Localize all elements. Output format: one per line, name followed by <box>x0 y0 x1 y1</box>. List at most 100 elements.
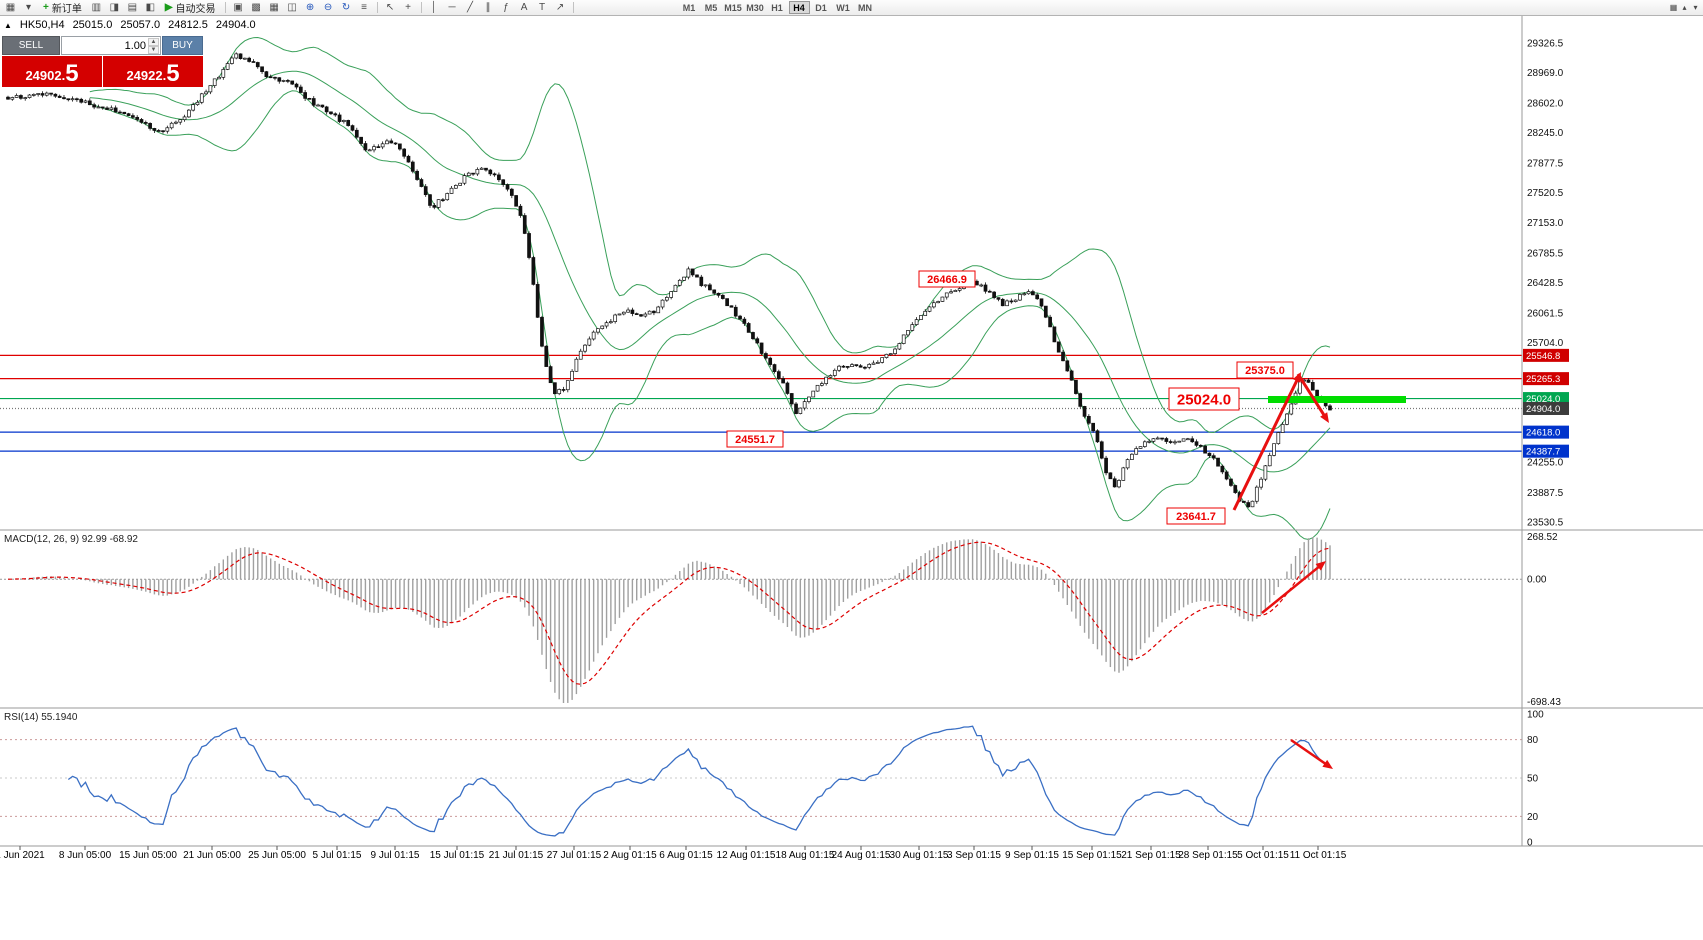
new-order-button[interactable]: + 新订单 <box>38 1 87 15</box>
price-axis: 29326.5 28969.0 28602.0 28245.0 27877.5 27520… <box>1523 39 1569 529</box>
autotrading-button-label: 自动交易 <box>175 4 216 15</box>
one-click-toggle-icon[interactable]: ▲ <box>4 20 12 30</box>
timeframe-d1[interactable]: D1 <box>815 2 827 13</box>
toolbar-scroll-down-icon[interactable]: ▾ <box>1693 2 1698 12</box>
bollinger-bands <box>89 36 1331 541</box>
buy-price-display[interactable]: 24922. 5 <box>103 56 203 87</box>
lot-size-value: 1.00 <box>124 39 146 52</box>
indicator-axis: 268.52 0.00 -698.43 100 80 50 20 0 <box>1527 532 1561 849</box>
svg-text:27520.5: 27520.5 <box>1527 188 1564 199</box>
svg-text:24618.0: 24618.0 <box>1526 428 1560 439</box>
lot-size-field[interactable]: 1.00 ▲ ▼ <box>61 36 161 55</box>
zoom-out-icon[interactable]: ⊖ <box>323 1 333 13</box>
ohlc-low: 24812.5 <box>168 19 208 31</box>
svg-text:2 Aug 01:15: 2 Aug 01:15 <box>603 850 657 861</box>
toolbar-scroll-up-icon[interactable]: ▴ <box>1682 2 1687 12</box>
macd-panel <box>0 537 1522 703</box>
fibonacci-icon[interactable]: ƒ <box>503 1 509 13</box>
buy-price-pips: 5 <box>166 60 180 88</box>
tile-vertical-icon[interactable]: ◫ <box>287 1 297 13</box>
market-watch-icon[interactable]: ▤ <box>127 1 138 13</box>
svg-text:25 Jun 05:00: 25 Jun 05:00 <box>248 850 306 861</box>
svg-text:25024.0: 25024.0 <box>1177 391 1231 408</box>
data-window-icon[interactable]: ◧ <box>145 1 156 13</box>
svg-text:50: 50 <box>1527 774 1539 785</box>
timeframe-toolbar: M1 M5 M15 M30 H1 H4 D1 W1 MN <box>679 1 876 14</box>
toolbar-separator <box>376 2 378 13</box>
dock-icon[interactable]: ▦ <box>1669 2 1678 12</box>
svg-text:25375.0: 25375.0 <box>1245 365 1285 377</box>
svg-text:26466.9: 26466.9 <box>927 274 967 286</box>
svg-text:24551.7: 24551.7 <box>735 434 775 446</box>
svg-text:21 Jun 05:00: 21 Jun 05:00 <box>183 850 241 861</box>
label-tool-icon[interactable]: T <box>538 1 546 13</box>
sell-button[interactable]: SELL <box>2 36 60 55</box>
tile-windows-icon[interactable]: ▦ <box>269 1 279 13</box>
svg-text:5 Oct 01:15: 5 Oct 01:15 <box>1237 850 1289 861</box>
panel-frame <box>0 15 1703 847</box>
autotrading-button[interactable]: ▶ 自动交易 <box>160 1 221 15</box>
svg-text:30 Aug 01:15: 30 Aug 01:15 <box>890 850 949 861</box>
text-tool-icon[interactable]: A <box>520 1 528 13</box>
svg-text:26428.5: 26428.5 <box>1527 278 1564 289</box>
svg-text:11 Oct 01:15: 11 Oct 01:15 <box>1290 850 1347 861</box>
timeframe-m5[interactable]: M5 <box>704 2 718 13</box>
horizontal-line-icon[interactable]: ─ <box>448 1 456 13</box>
timeframe-h1[interactable]: H1 <box>771 2 783 13</box>
svg-text:25546.8: 25546.8 <box>1526 351 1560 362</box>
crosshair-icon[interactable]: + <box>405 1 411 13</box>
svg-text:12 Aug 01:15: 12 Aug 01:15 <box>717 850 776 861</box>
svg-text:9 Sep 01:15: 9 Sep 01:15 <box>1005 850 1059 861</box>
cursor-icon[interactable]: ↖ <box>385 1 395 13</box>
rsi-panel <box>0 725 1522 837</box>
timeframe-w1[interactable]: W1 <box>836 2 850 13</box>
svg-text:21 Jul 01:15: 21 Jul 01:15 <box>489 850 544 861</box>
svg-text:23887.5: 23887.5 <box>1527 488 1564 499</box>
charts-grid-icon[interactable]: ▥ <box>91 1 102 13</box>
ohlc-close: 24904.0 <box>215 19 256 31</box>
svg-text:23641.7: 23641.7 <box>1176 511 1216 523</box>
timeframe-m30[interactable]: M30 <box>746 2 764 13</box>
svg-text:-698.43: -698.43 <box>1527 697 1561 708</box>
ohlc-open: 25015.0 <box>72 19 113 31</box>
svg-text:23530.5: 23530.5 <box>1527 518 1564 529</box>
chart-type-dropdown-icon[interactable]: ▾ <box>25 1 32 13</box>
timeframe-m1[interactable]: M1 <box>682 2 696 13</box>
horizontal-lines-layer <box>0 354 1522 452</box>
svg-text:0: 0 <box>1527 838 1533 849</box>
trendline-icon[interactable]: ╱ <box>467 1 474 13</box>
toolbar-separator <box>572 2 574 13</box>
lot-decrease-icon[interactable]: ▼ <box>148 46 159 54</box>
svg-text:25704.0: 25704.0 <box>1527 338 1564 349</box>
arrow-objects-icon[interactable]: ↗ <box>555 1 565 13</box>
svg-text:24904.0: 24904.0 <box>1526 404 1560 415</box>
svg-text:18 Aug 01:15: 18 Aug 01:15 <box>776 850 835 861</box>
lot-increase-icon[interactable]: ▲ <box>148 38 159 46</box>
svg-text:28245.0: 28245.0 <box>1527 128 1564 139</box>
vertical-line-icon[interactable]: │ <box>430 1 438 13</box>
svg-text:8 Jun 05:00: 8 Jun 05:00 <box>59 850 112 861</box>
svg-text:5 Jul 01:15: 5 Jul 01:15 <box>313 850 362 861</box>
price-annotations: 26466.9 25375.0 25024.0 24551.7 23641.7 <box>726 270 1294 525</box>
svg-text:15 Jul 01:15: 15 Jul 01:15 <box>430 850 485 861</box>
profiles-icon[interactable]: ◨ <box>109 1 120 13</box>
svg-text:268.52: 268.52 <box>1527 532 1558 543</box>
zoom-in-icon[interactable]: ⊕ <box>305 1 315 13</box>
timeframe-m15[interactable]: M15 <box>724 2 742 13</box>
symbol-ohlc-line: ▲ HK50,H4 25015.0 25057.0 24812.5 24904.… <box>4 19 256 31</box>
svg-text:28969.0: 28969.0 <box>1527 68 1564 79</box>
timeframe-mn[interactable]: MN <box>858 2 873 13</box>
timeframe-h4[interactable]: H4 <box>788 1 810 14</box>
channel-icon[interactable]: ∥ <box>485 1 491 13</box>
new-chart-icon[interactable]: ▣ <box>233 1 243 13</box>
buy-button[interactable]: BUY <box>162 36 203 55</box>
sell-price-display[interactable]: 24902. 5 <box>2 56 102 87</box>
autotrading-button-icon: ▶ <box>164 2 173 13</box>
macd-indicator-label: MACD(12, 26, 9) 92.99 -68.92 <box>4 534 138 545</box>
refresh-icon[interactable]: ↻ <box>341 1 351 13</box>
indicators-list-icon[interactable]: ≡ <box>361 1 367 13</box>
chart-window-icon[interactable]: ▦ <box>5 1 16 13</box>
cascade-windows-icon[interactable]: ▩ <box>251 1 261 13</box>
sell-price-pips: 5 <box>65 60 79 88</box>
